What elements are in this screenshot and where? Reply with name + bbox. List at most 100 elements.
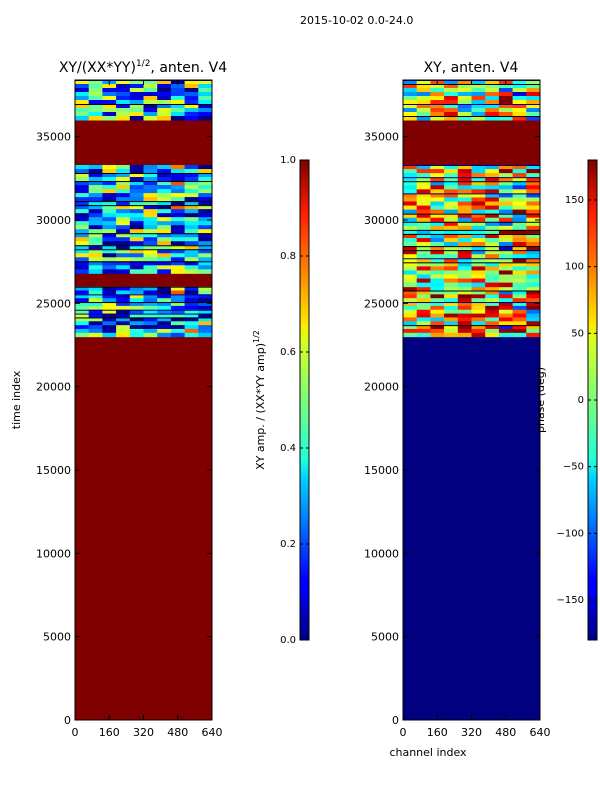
heatmap-cell	[485, 197, 500, 202]
heatmap-cell	[430, 185, 445, 190]
heatmap-cell	[88, 116, 103, 121]
heatmap-cell	[526, 270, 541, 275]
heatmap-region	[403, 120, 540, 165]
heatmap-cell	[512, 217, 527, 223]
heatmap-cell	[457, 266, 472, 271]
heatmap-cell	[170, 189, 186, 194]
heatmap-cell	[416, 266, 431, 271]
heatmap-cell	[498, 88, 514, 93]
heatmap-cell	[88, 205, 103, 210]
heatmap-cell	[102, 217, 117, 222]
heatmap-cell	[88, 193, 103, 198]
heatmap-cell	[75, 269, 90, 274]
heatmap-cell	[512, 266, 527, 271]
heatmap-cell	[512, 270, 527, 275]
heatmap-cell	[157, 317, 172, 322]
heatmap-cell	[403, 185, 418, 190]
heatmap-cell	[116, 294, 131, 299]
heatmap-cell	[430, 104, 445, 109]
heatmap-cell	[403, 100, 418, 105]
heatmap-cell	[430, 193, 445, 198]
heatmap-cell	[457, 242, 472, 247]
heatmap-cell	[143, 325, 158, 330]
heatmap-cell	[457, 80, 472, 85]
heatmap-cell	[75, 217, 90, 222]
heatmap-cell	[88, 165, 103, 170]
heatmap-cell	[143, 197, 158, 202]
heatmap-cell	[157, 181, 172, 186]
heatmap-cell	[430, 328, 445, 334]
heatmap-cell	[444, 177, 459, 182]
heatmap-cell	[88, 241, 103, 246]
heatmap-cell	[184, 233, 199, 238]
heatmap-cell	[403, 201, 418, 207]
heatmap-cell	[457, 309, 472, 315]
heatmap-cell	[129, 253, 144, 258]
heatmap-cell	[471, 309, 486, 315]
x-tick-label: 160	[427, 726, 448, 739]
heatmap-cell	[198, 169, 213, 174]
heatmap-stripe	[75, 302, 212, 304]
heatmap-cell	[430, 313, 445, 318]
heatmap-cell	[403, 205, 418, 211]
heatmap-cell	[143, 237, 158, 242]
heatmap-cell	[198, 177, 213, 182]
heatmap-cell	[102, 290, 117, 295]
heatmap-cell	[430, 298, 445, 303]
heatmap-cell	[512, 294, 527, 299]
heatmap-cell	[198, 88, 213, 93]
heatmap-cell	[75, 193, 90, 198]
heatmap-cell	[116, 169, 131, 174]
heatmap-cell	[116, 237, 131, 242]
heatmap-cell	[471, 313, 486, 318]
heatmap-cell	[170, 290, 186, 295]
heatmap-cell	[198, 302, 213, 307]
heatmap-stripe	[403, 193, 540, 195]
heatmap-cell	[88, 177, 103, 182]
heatmap-cell	[129, 92, 144, 97]
heatmap-cell	[430, 116, 445, 121]
heatmap-cell	[116, 225, 131, 230]
heatmap-cell	[444, 169, 459, 174]
heatmap-cell	[184, 104, 199, 109]
heatmap-cell	[457, 282, 472, 288]
heatmap-stripe	[403, 104, 540, 105]
left-panel-title: XY/(XX*YY)1/2, anten. V4	[59, 59, 227, 76]
heatmap-cell	[170, 309, 186, 315]
heatmap-cell	[157, 201, 172, 206]
heatmap-cell	[444, 286, 459, 292]
heatmap-cell	[170, 209, 186, 214]
heatmap-cell	[471, 209, 486, 215]
heatmap-cell	[498, 250, 514, 255]
heatmap-cell	[430, 270, 445, 275]
heatmap-cell	[102, 201, 117, 206]
right-colorbar-label: phase (deg)	[534, 367, 547, 433]
heatmap-cell	[198, 237, 213, 242]
heatmap-cell	[184, 197, 199, 202]
heatmap-cell	[457, 278, 472, 284]
heatmap-cell	[526, 169, 541, 174]
heatmap-cell	[471, 108, 486, 113]
heatmap-cell	[457, 173, 472, 178]
heatmap-cell	[471, 181, 486, 186]
heatmap-cell	[143, 213, 158, 218]
heatmap-cell	[75, 237, 90, 242]
heatmap-cell	[512, 189, 527, 194]
heatmap-cell	[403, 258, 418, 263]
heatmap-cell	[157, 84, 172, 89]
y-tick-label: 25000	[36, 297, 71, 310]
heatmap-cell	[403, 229, 418, 235]
heatmap-cell	[526, 317, 541, 322]
heatmap-cell	[75, 221, 90, 226]
heatmap-cell	[157, 332, 172, 338]
heatmap-cell	[102, 173, 117, 178]
heatmap-cell	[498, 286, 514, 292]
heatmap-cell	[184, 165, 199, 170]
heatmap-cell	[403, 290, 418, 295]
heatmap-cell	[129, 298, 144, 303]
heatmap-cell	[170, 325, 186, 330]
heatmap-cell	[457, 209, 472, 215]
heatmap-cell	[198, 286, 213, 292]
heatmap-cell	[485, 116, 500, 121]
heatmap-cell	[170, 169, 186, 174]
